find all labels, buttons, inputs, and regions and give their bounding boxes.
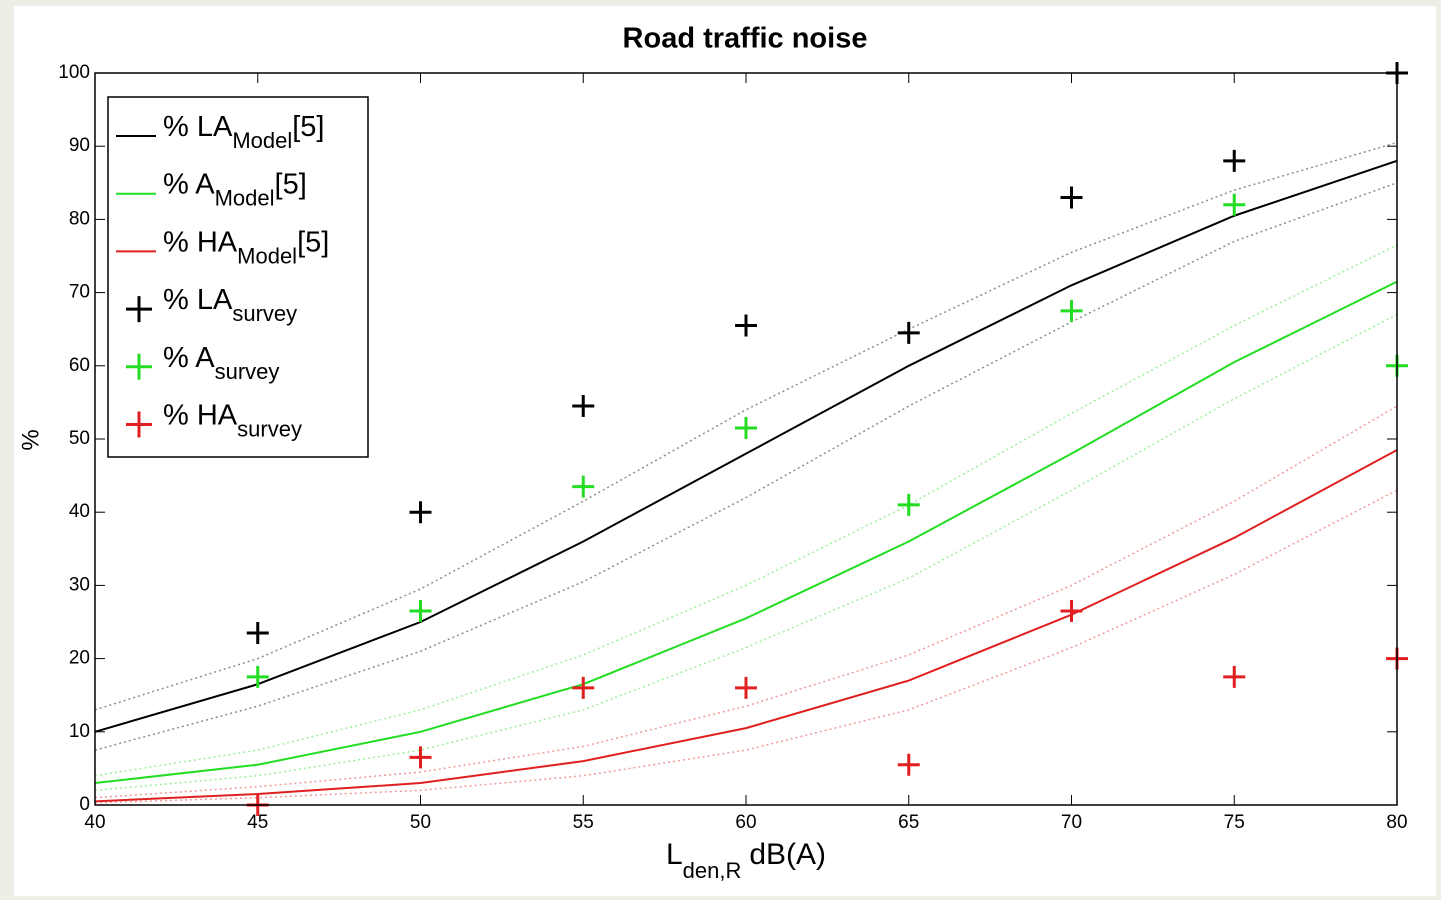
y-axis-label: % [17, 429, 44, 450]
legend-sub: Model [215, 186, 275, 211]
x-tick-label: 75 [1224, 812, 1245, 833]
confidence-line [94, 141, 1398, 711]
y-tick-label: 40 [69, 501, 90, 522]
survey-marker [409, 746, 432, 769]
survey-marker [1223, 149, 1246, 172]
x-tick-label: 40 [84, 812, 105, 833]
survey-marker [572, 676, 595, 699]
model-line [94, 280, 1398, 785]
legend-marker [126, 411, 152, 438]
legend-name: % A [163, 168, 215, 200]
survey-marker [897, 753, 920, 776]
legend-marker [126, 353, 152, 380]
legend-suffix: [5] [297, 226, 329, 258]
survey-marker [409, 600, 432, 623]
y-tick-label: 50 [69, 428, 90, 449]
survey-marker [572, 395, 595, 418]
legend-name: % LA [163, 111, 233, 143]
legend-label: % HAsurvey [163, 399, 302, 441]
x-label-main: L [666, 838, 683, 871]
legend-label: % LAModel[5] [163, 111, 325, 153]
x-tick-label: 70 [1061, 812, 1082, 833]
legend-label: % LAsurvey [163, 284, 297, 326]
legend-label: % AModel[5] [163, 168, 307, 210]
y-tick-label: 10 [69, 721, 90, 742]
x-tick-label: 50 [410, 812, 431, 833]
x-tick-label: 65 [898, 812, 919, 833]
legend-name: % A [163, 341, 215, 373]
survey-marker [1060, 600, 1083, 623]
x-tick-label: 45 [247, 812, 268, 833]
survey-marker [735, 676, 757, 699]
y-tick-label: 20 [69, 648, 90, 669]
survey-marker [572, 475, 595, 498]
y-tick-label: 100 [58, 62, 90, 83]
y-tick-label: 70 [69, 282, 90, 303]
legend-sub: survey [215, 359, 280, 384]
survey-marker [735, 314, 757, 337]
survey-marker [897, 493, 920, 516]
survey-marker [897, 321, 920, 344]
confidence-line [94, 244, 1398, 777]
legend-box [107, 96, 369, 458]
survey-marker [246, 665, 269, 688]
legend-name: % LA [163, 284, 233, 316]
legend-suffix: [5] [275, 168, 307, 200]
x-axis-label: Lden,R dB(A) [666, 838, 826, 883]
x-tick-label: 60 [735, 812, 756, 833]
model-line [94, 159, 1398, 733]
survey-marker [1060, 186, 1083, 209]
legend-name: % HA [163, 226, 238, 258]
x-label-sub: den,R [683, 858, 742, 883]
y-tick-label: 0 [79, 794, 90, 815]
legend-label: % HAModel[5] [163, 226, 329, 268]
plot-frame [94, 72, 1398, 806]
legend-suffix: [5] [292, 111, 324, 143]
survey-marker [409, 501, 432, 524]
legend-marker [126, 296, 152, 323]
x-tick-label: 80 [1386, 812, 1407, 833]
y-tick-label: 60 [69, 355, 90, 376]
legend-sub: Model [232, 128, 292, 153]
y-tick-label: 30 [69, 574, 90, 595]
confidence-line [94, 182, 1398, 751]
confidence-line [94, 313, 1398, 792]
survey-marker [1060, 299, 1083, 322]
survey-marker [735, 417, 757, 440]
y-tick-label: 90 [69, 135, 90, 156]
legend-label: % Asurvey [163, 341, 279, 383]
chart-title: Road traffic noise [623, 23, 868, 55]
survey-marker [1223, 665, 1246, 688]
y-tick-label: 80 [69, 208, 90, 229]
legend-sub: Model [237, 243, 297, 268]
legend-name: % HA [163, 399, 238, 431]
x-label-unit: dB(A) [749, 838, 826, 871]
survey-marker [1223, 193, 1246, 216]
legend-sub: survey [237, 416, 302, 441]
survey-marker [246, 621, 269, 644]
x-tick-label: 55 [573, 812, 594, 833]
model-line [94, 449, 1398, 803]
legend-sub: survey [232, 301, 297, 326]
